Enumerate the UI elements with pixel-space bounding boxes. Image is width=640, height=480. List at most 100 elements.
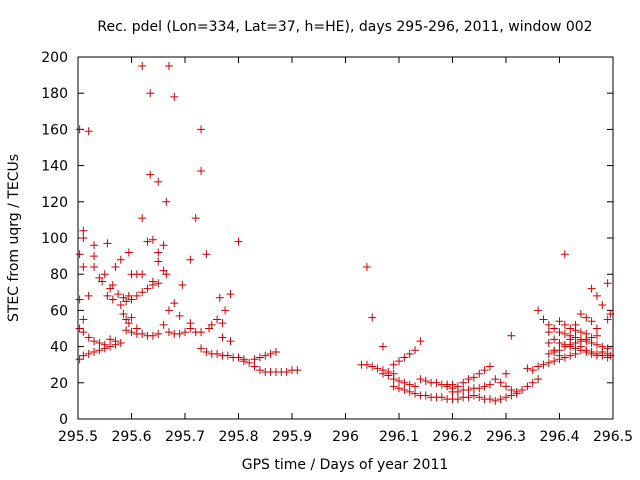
data-point	[170, 92, 179, 101]
data-point	[250, 362, 259, 371]
data-point	[159, 241, 168, 250]
data-point	[512, 389, 521, 398]
data-point	[576, 328, 585, 337]
data-point	[90, 241, 99, 250]
data-point	[411, 389, 420, 398]
data-point	[560, 329, 569, 338]
data-point	[571, 338, 580, 347]
points-layer	[75, 62, 615, 405]
data-point	[528, 366, 537, 375]
data-point	[266, 349, 275, 358]
data-point	[523, 364, 532, 373]
data-point	[480, 382, 489, 391]
data-point	[566, 324, 575, 333]
data-point	[362, 360, 371, 369]
data-point	[582, 337, 591, 346]
data-point	[148, 277, 157, 286]
data-point	[592, 331, 601, 340]
data-point	[560, 353, 569, 362]
data-point	[84, 349, 93, 358]
x-tick-label: 295.8	[218, 429, 258, 445]
data-point	[146, 170, 155, 179]
data-point	[384, 371, 393, 380]
data-point	[138, 270, 147, 279]
data-point	[421, 391, 430, 400]
y-tick-label: 120	[41, 195, 68, 211]
data-point	[362, 262, 371, 271]
data-point	[186, 319, 195, 328]
data-point	[154, 177, 163, 186]
data-point	[197, 125, 206, 134]
data-point	[389, 382, 398, 391]
data-point	[560, 320, 569, 329]
data-point	[389, 375, 398, 384]
x-tick-label: 296.5	[593, 429, 633, 445]
data-point	[603, 279, 612, 288]
axes-layer: 295.5 295.6 295.7 295.8 295.9 296 296.1 296.2 29…	[41, 50, 633, 445]
data-point	[119, 310, 128, 319]
data-point	[154, 257, 163, 266]
data-point	[502, 393, 510, 402]
data-point	[218, 319, 227, 328]
data-point	[255, 353, 264, 362]
y-tick-label: 60	[50, 303, 68, 319]
data-point	[132, 291, 141, 300]
data-point	[207, 320, 216, 329]
data-point	[213, 349, 222, 358]
data-point	[587, 338, 596, 347]
data-point	[566, 342, 575, 351]
data-point	[271, 348, 280, 357]
data-point	[587, 284, 596, 293]
data-point	[491, 396, 500, 405]
data-point	[79, 315, 88, 324]
data-point	[103, 239, 112, 248]
data-point	[405, 387, 414, 396]
data-point	[395, 376, 403, 385]
data-point	[202, 348, 211, 357]
data-point	[582, 313, 591, 322]
data-point	[576, 335, 585, 344]
data-point	[592, 324, 601, 333]
data-point	[127, 295, 136, 304]
data-point	[534, 306, 543, 315]
data-point	[566, 351, 575, 360]
y-axis-title: STEC from uqrg / TECUs	[6, 154, 22, 322]
y-tick-label: 140	[41, 159, 68, 175]
data-point	[485, 395, 494, 404]
data-point	[475, 393, 484, 402]
data-point	[416, 375, 425, 384]
data-point	[234, 353, 243, 362]
data-point	[111, 337, 120, 346]
data-point	[421, 376, 430, 385]
y-tick-label: 40	[50, 340, 68, 356]
data-point	[405, 349, 414, 358]
data-point	[181, 328, 189, 337]
data-point	[213, 315, 222, 324]
data-point	[464, 393, 473, 402]
data-point	[544, 338, 553, 347]
data-point	[245, 358, 254, 367]
data-point	[485, 362, 494, 371]
data-point	[389, 360, 398, 369]
data-point	[539, 360, 548, 369]
data-point	[79, 234, 88, 242]
y-tick-label: 0	[59, 412, 68, 428]
data-point	[250, 355, 259, 364]
data-point	[255, 366, 264, 375]
data-point	[95, 346, 104, 355]
data-point	[576, 342, 585, 351]
data-point	[111, 262, 120, 271]
data-point	[154, 248, 163, 257]
data-point	[202, 250, 211, 259]
data-point	[84, 291, 93, 300]
data-point	[282, 367, 291, 376]
data-point	[223, 351, 232, 360]
data-point	[469, 373, 478, 382]
data-point	[148, 235, 157, 244]
data-point	[550, 335, 559, 344]
data-point	[127, 313, 136, 322]
data-point	[84, 127, 93, 136]
data-point	[148, 331, 157, 340]
data-point	[544, 349, 553, 358]
data-point	[79, 226, 88, 235]
